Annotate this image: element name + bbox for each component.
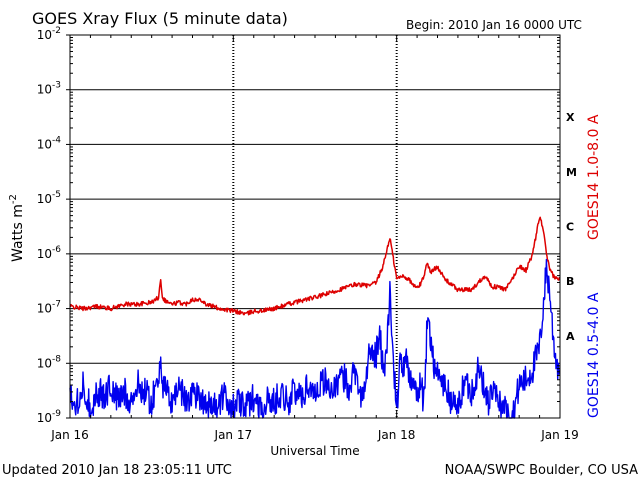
y-tick-label: 10-2 [37, 26, 61, 42]
series-layer [69, 216, 561, 419]
footer-updated: Updated 2010 Jan 18 23:05:11 UTC [2, 463, 232, 478]
flare-class-label: A [566, 330, 575, 343]
flare-class-label: X [566, 111, 575, 124]
footer-credit: NOAA/SWPC Boulder, CO USA [445, 463, 638, 478]
x-tick-label: Jan 17 [214, 428, 253, 442]
flare-class-labels: X M C B A [566, 111, 577, 343]
y-tick-label: 10-8 [37, 354, 62, 370]
flare-class-label: B [566, 275, 574, 288]
x-axis-label: Universal Time [270, 444, 359, 458]
y-tick-label: 10-3 [37, 81, 61, 97]
y-tick-label: 10-7 [37, 300, 61, 316]
x-axis-ticks: Jan 16 Jan 17 Jan 18 Jan 19 [50, 35, 579, 442]
gridlines [70, 34, 560, 419]
legend-long-channel: GOES14 1.0-8.0 A [586, 114, 602, 240]
series-line-long-channel [69, 216, 561, 316]
y-tick-label: 10-6 [37, 245, 62, 261]
x-tick-label: Jan 19 [540, 428, 579, 442]
y-axis-label-exponent: -2 [8, 194, 19, 204]
y-tick-label: 10-4 [37, 135, 62, 151]
y-axis-label: Watts m-2 [8, 194, 26, 262]
y-axis-ticks: 10-2 10-3 10-4 10-5 10-6 10-7 10-8 10-9 [37, 26, 560, 425]
begin-time-label: Begin: 2010 Jan 16 0000 UTC [406, 18, 582, 32]
y-tick-label: 10-9 [37, 409, 62, 425]
series-line-short-channel [69, 258, 561, 419]
chart-title: GOES Xray Flux (5 minute data) [32, 9, 288, 28]
x-tick-label: Jan 18 [377, 428, 416, 442]
flare-class-label: M [566, 166, 577, 179]
x-tick-label: Jan 16 [50, 428, 89, 442]
legend-short-channel: GOES14 0.5-4.0 A [586, 292, 602, 418]
y-tick-label: 10-5 [37, 190, 61, 206]
flare-class-label: C [566, 221, 574, 234]
